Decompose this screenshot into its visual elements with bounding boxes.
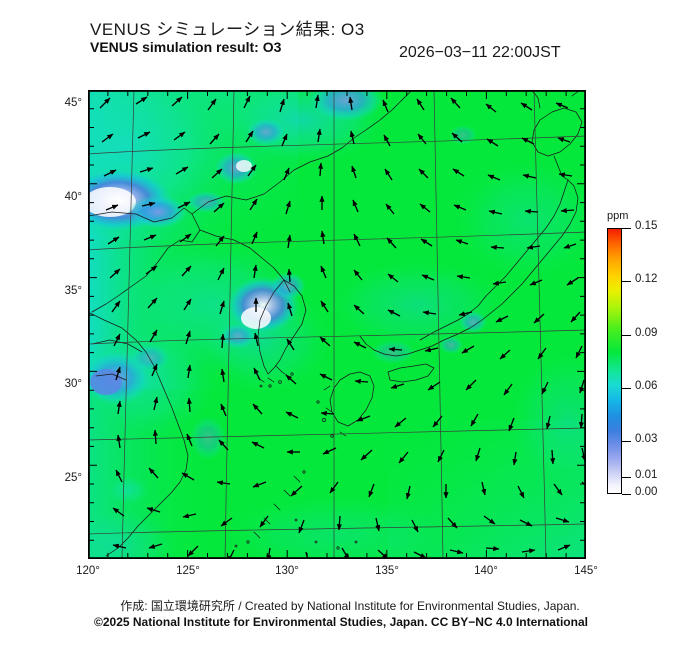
footer-credit: 作成: 国立環境研究所 / Created by National Instit… — [120, 599, 580, 613]
colorbar-unit-label: ppm — [607, 210, 629, 222]
graticule — [88, 90, 586, 559]
colorbar-tick-label: 0.15 — [635, 220, 658, 232]
colorbar-tick — [622, 228, 631, 229]
xtick-label: 145° — [574, 565, 598, 577]
colorbar-tick — [622, 387, 631, 389]
colorbar-tick-label: 0.01 — [635, 468, 658, 481]
colorbar-tick-label: 0.09 — [635, 326, 658, 339]
ytick-label: 35° — [64, 285, 82, 297]
xtick-label: 120° — [76, 565, 100, 577]
ytick-label: 45° — [64, 97, 82, 109]
colorbar-tick-label: 0.00 — [635, 486, 658, 498]
footer-license: ©2025 National Institute for Environment… — [0, 615, 700, 629]
colorbar-gradient — [607, 228, 622, 494]
colorbar-tick-label: 0.12 — [635, 273, 658, 286]
xtick-label: 140° — [474, 565, 498, 577]
colorbar-tick-label: 0.06 — [635, 379, 658, 392]
ytick-label: 25° — [64, 472, 82, 484]
xtick-label: 135° — [375, 565, 399, 577]
ozone-field — [88, 90, 586, 559]
xtick-label: 130° — [275, 565, 299, 577]
timestamp-label: 2026−03−11 22:00JST — [399, 44, 561, 61]
xtick-label: 125° — [176, 565, 200, 577]
colorbar-tick — [622, 494, 631, 495]
page-title-english: VENUS simulation result: O3 — [90, 39, 282, 55]
colorbar-tick — [622, 441, 631, 443]
map-plot-area — [88, 90, 586, 559]
ytick-label: 30° — [64, 378, 82, 390]
ytick-label: 40° — [64, 191, 82, 203]
colorbar-tick — [622, 476, 631, 478]
map-frame — [88, 90, 586, 559]
footer-license-text: ©2025 National Institute for Environment… — [94, 615, 588, 629]
ozone-map-svg — [88, 90, 586, 559]
wind-vector-field — [99, 94, 586, 559]
colorbar-tick — [622, 281, 631, 283]
colorbar-tick — [622, 334, 631, 336]
colorbar-tick-label: 0.03 — [635, 433, 658, 446]
page-title-japanese: VENUS シミュレーション結果: O3 — [90, 20, 365, 39]
